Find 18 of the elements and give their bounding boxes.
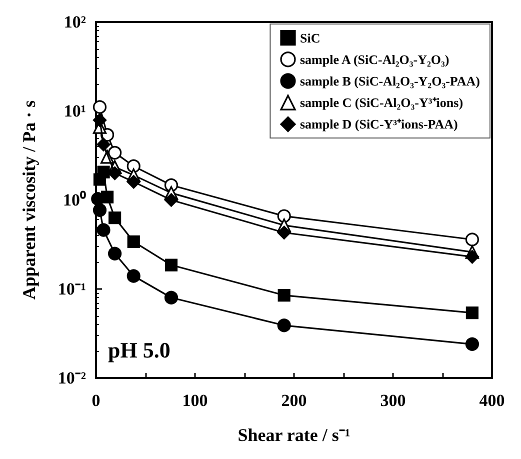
legend-label: sample C (SiC-Al₂O₃-Y³⁺ions) [300,95,464,110]
legend-label: SiC [300,30,320,46]
x-tick-label: 400 [479,391,505,410]
x-tick-label: 100 [182,391,208,410]
y-tick-label: 10⁰ [63,190,86,210]
legend-label: sample B (SiC-Al₂O₃-Y₂O₃-PAA) [300,74,480,88]
y-tick-label: 10⁻² [58,368,86,388]
y-tick-label: 10² [64,12,86,32]
x-tick-label: 0 [92,391,100,410]
y-tick-label: 10⁻¹ [58,280,86,298]
legend-label: sample A (SiC-Al₂O₃-Y₂O₃) [300,52,450,67]
x-axis-title: Shear rate / s⁻¹ [238,425,350,445]
y-tick-label: 10¹ [64,102,86,120]
y-axis-title: Apparent viscosity / Pa · s [19,100,39,300]
annotation: pH 5.0 [108,338,170,362]
x-tick-label: 300 [380,391,406,410]
x-tick-label: 200 [281,391,307,410]
legend-label: sample D (SiC-Y³⁺ions-PAA) [300,116,458,132]
